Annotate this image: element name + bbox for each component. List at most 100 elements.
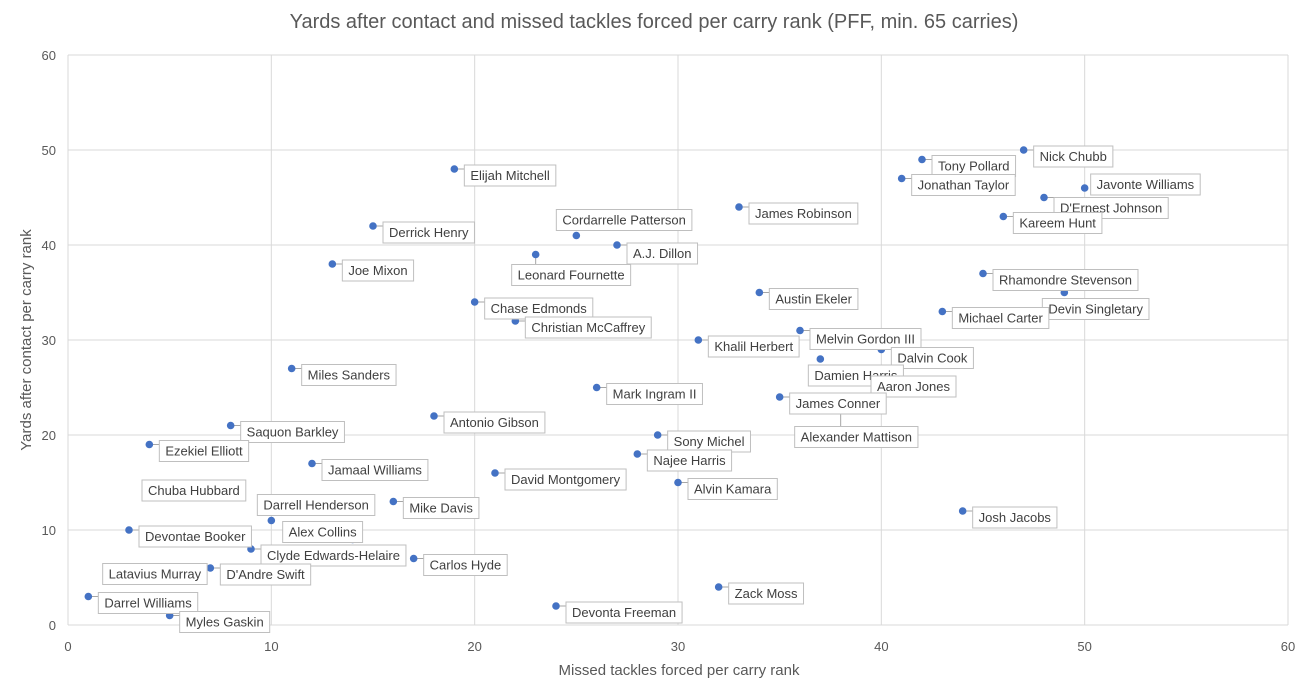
data-label: Najee Harris <box>653 453 726 468</box>
data-point <box>714 583 723 591</box>
data-label-box <box>1033 145 1114 168</box>
data-point <box>531 250 540 259</box>
data-point <box>1080 184 1089 192</box>
data-label-box <box>809 328 922 350</box>
data-label: Tony Pollard <box>938 159 1010 174</box>
data-label: Joe Mixon <box>348 263 407 278</box>
data-point <box>287 364 296 373</box>
data-label-box <box>890 347 974 369</box>
chart-title: Yards after contact and missed tackles f… <box>290 11 1019 33</box>
data-label-box <box>524 316 652 339</box>
data-label: Antonio Gibson <box>450 415 539 430</box>
data-point <box>897 174 906 183</box>
data-label-box <box>626 242 699 265</box>
data-label-box <box>256 494 376 516</box>
data-label-box <box>1012 212 1103 234</box>
data-point <box>145 440 154 449</box>
data-label-box <box>282 521 364 543</box>
data-point <box>267 516 276 525</box>
x-axis-title: Missed tackles forced per carry rank <box>559 662 800 679</box>
data-label: D'Andre Swift <box>226 567 305 582</box>
data-point <box>1019 146 1028 154</box>
data-label: Cordarrelle Patterson <box>562 213 686 228</box>
data-label: Rhamondre Stevenson <box>999 273 1132 288</box>
data-label-box <box>555 209 693 231</box>
data-point <box>735 203 743 211</box>
data-labels: Nick Chubb Tony Pollard Jonathan Taylor Jav… <box>97 145 1201 633</box>
data-point <box>592 383 601 392</box>
label-leader-lines <box>88 149 1054 616</box>
x-tick-label: 50 <box>1077 639 1091 654</box>
data-label: Jonathan Taylor <box>918 178 1010 193</box>
data-label: Darrell Henderson <box>263 498 369 513</box>
data-label: Darrel Williams <box>104 596 192 611</box>
data-label-box <box>565 601 683 624</box>
data-point <box>450 165 459 173</box>
data-label-box <box>301 364 397 386</box>
x-tick-label: 30 <box>671 639 685 654</box>
data-label: Kareem Hunt <box>1019 216 1096 231</box>
data-label-box <box>646 449 733 472</box>
data-label: Sony Michel <box>674 434 745 449</box>
data-point <box>694 336 703 344</box>
data-point <box>816 355 825 363</box>
data-point <box>125 526 133 534</box>
data-label-box <box>972 506 1058 529</box>
x-tick-label: 10 <box>264 639 278 654</box>
data-label: Clyde Edwards-Helaire <box>267 548 400 563</box>
data-label: Zack Moss <box>735 586 798 601</box>
data-label: Javonte Williams <box>1097 177 1195 192</box>
data-label-box <box>402 497 480 519</box>
data-label: D'Ernest Johnson <box>1060 201 1162 216</box>
data-label: Derrick Henry <box>389 225 469 240</box>
data-label: Saquon Barkley <box>247 425 339 440</box>
data-label: A.J. Dillon <box>633 246 692 261</box>
data-point <box>633 450 642 458</box>
data-point <box>226 421 235 430</box>
data-label: Jamaal Williams <box>328 463 422 478</box>
data-label-box <box>138 525 252 548</box>
data-label-box <box>870 375 957 398</box>
data-label: Carlos Hyde <box>430 558 502 573</box>
data-point <box>674 478 682 487</box>
data-label-box <box>463 164 557 187</box>
y-tick-label: 30 <box>42 333 56 348</box>
data-label-box <box>511 264 632 286</box>
data-label: Latavius Murray <box>109 567 202 582</box>
y-tick-label: 20 <box>42 428 56 443</box>
data-point <box>369 222 377 230</box>
data-point <box>206 564 215 572</box>
y-axis-title: Yards after contact per carry rank <box>18 229 35 451</box>
data-label: Elijah Mitchell <box>470 168 550 183</box>
data-label-box <box>97 592 199 614</box>
data-label: Nick Chubb <box>1040 149 1107 164</box>
data-label: Mike Davis <box>409 501 473 516</box>
data-label-box <box>382 221 475 244</box>
data-label: Alex Collins <box>289 525 357 540</box>
data-label-box <box>992 269 1139 291</box>
data-label-box <box>748 202 859 225</box>
data-label: Chuba Hubbard <box>148 483 240 498</box>
data-label: Devin Singletary <box>1048 302 1143 317</box>
data-label-box <box>687 478 778 500</box>
y-tick-label: 60 <box>42 48 56 63</box>
data-label-box <box>240 421 345 443</box>
data-point <box>308 459 316 468</box>
data-point <box>430 412 438 420</box>
data-point <box>491 469 499 477</box>
data-point <box>796 326 804 335</box>
data-point <box>613 241 621 249</box>
data-label-box <box>789 392 887 415</box>
data-label-box <box>443 411 546 434</box>
data-label: Josh Jacobs <box>979 510 1052 525</box>
data-label: Alvin Kamara <box>694 482 772 497</box>
data-label-box <box>606 383 703 405</box>
data-label-box <box>158 440 250 462</box>
data-label: James Conner <box>796 396 881 411</box>
data-label-box <box>707 335 800 358</box>
data-label: David Montgomery <box>511 472 621 487</box>
data-label-box <box>504 468 627 491</box>
data-label: Christian McCaffrey <box>531 320 645 335</box>
data-label-box <box>423 554 508 576</box>
data-label-box <box>911 174 1016 196</box>
